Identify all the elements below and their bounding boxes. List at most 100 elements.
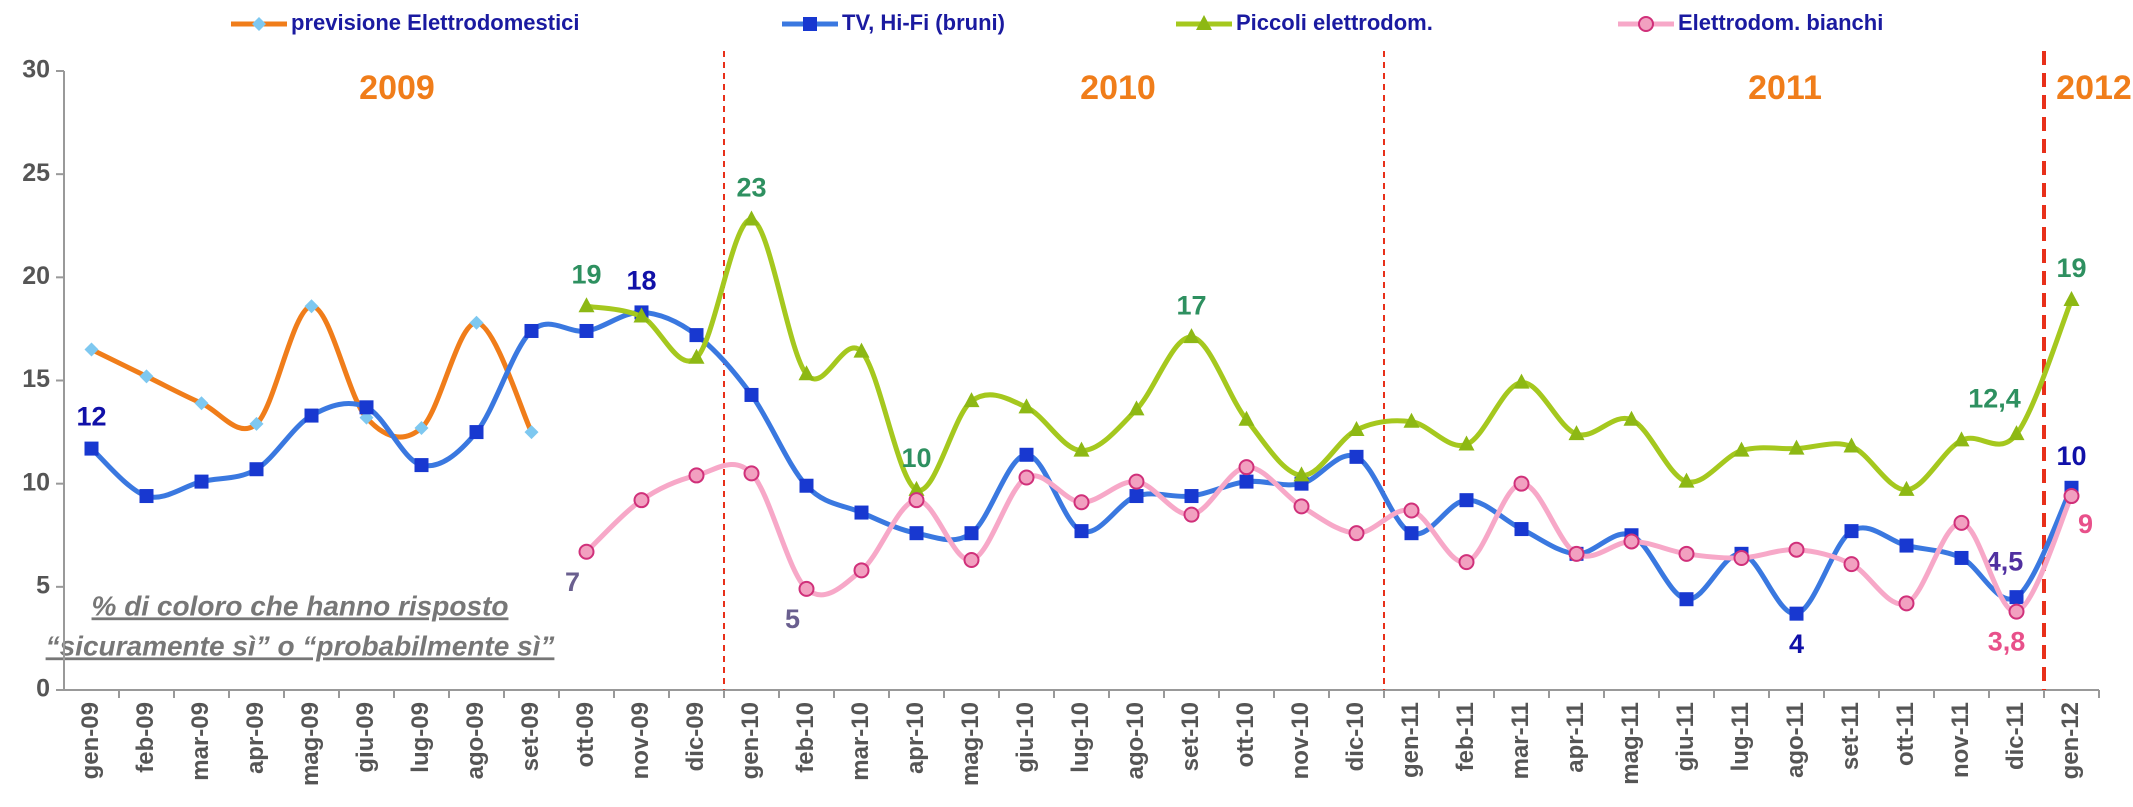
marker	[1349, 449, 1364, 464]
marker	[1623, 533, 1640, 550]
marker	[963, 392, 980, 408]
x-tick-label: giu-11	[1672, 702, 1699, 771]
marker	[579, 323, 594, 338]
x-tick-label: mar-10	[847, 702, 874, 781]
marker	[1954, 550, 1969, 565]
marker	[1733, 549, 1750, 566]
x-tick-label: dic-10	[1342, 702, 1369, 771]
y-tick-label: 20	[22, 262, 50, 290]
value-label: 12,4	[1968, 383, 2021, 413]
marker	[1638, 16, 1654, 32]
x-tick-label: lug-11	[1727, 702, 1754, 771]
marker	[1844, 524, 1859, 539]
marker	[252, 17, 266, 31]
marker	[1678, 472, 1695, 488]
marker	[1678, 545, 1695, 562]
marker	[908, 480, 925, 496]
x-tick-label: ago-11	[1782, 702, 1809, 778]
marker	[1404, 526, 1419, 541]
marker	[1623, 410, 1640, 426]
marker	[139, 489, 154, 504]
marker	[1074, 524, 1089, 539]
marker	[1513, 373, 1530, 389]
marker	[249, 462, 264, 477]
x-tick-label: ago-09	[462, 702, 489, 779]
series-line	[89, 309, 2074, 617]
marker	[2008, 603, 2025, 620]
marker	[1128, 400, 1145, 416]
marker	[1513, 475, 1530, 492]
value-label: 10	[901, 443, 931, 473]
x-tick-label: ott-09	[572, 702, 599, 767]
marker	[1073, 441, 1090, 457]
marker	[1514, 522, 1529, 537]
marker	[1733, 441, 1750, 457]
marker	[139, 369, 154, 384]
marker	[1183, 328, 1200, 344]
marker	[1403, 502, 1420, 519]
marker	[2063, 291, 2080, 307]
y-tick-label: 0	[36, 675, 50, 703]
x-tick-label: gen-11	[1397, 702, 1424, 778]
marker	[1129, 489, 1144, 504]
y-tick-label: 25	[22, 159, 50, 187]
value-label: 17	[1176, 290, 1206, 320]
marker	[524, 323, 539, 338]
x-tick-label: giu-10	[1012, 702, 1039, 773]
marker	[304, 408, 319, 423]
x-tick-label: set-10	[1177, 702, 1204, 771]
marker	[964, 526, 979, 541]
x-tick-label: lug-10	[1067, 702, 1094, 773]
y-tick-label: 30	[22, 56, 50, 84]
marker	[1459, 493, 1474, 508]
marker	[1679, 592, 1694, 607]
marker	[1348, 421, 1365, 437]
marker	[688, 348, 705, 364]
marker	[414, 458, 429, 473]
x-tick-label: apr-11	[1562, 702, 1589, 773]
marker	[2063, 488, 2080, 505]
value-label: 23	[736, 173, 766, 203]
marker	[633, 307, 650, 323]
marker	[469, 315, 484, 330]
marker	[799, 478, 814, 493]
marker	[578, 297, 595, 313]
marker	[2008, 425, 2025, 441]
marker	[1953, 514, 1970, 531]
marker	[908, 492, 925, 509]
x-tick-label: mag-11	[1617, 702, 1644, 785]
marker	[909, 526, 924, 541]
x-tick-label: ago-10	[1122, 702, 1149, 779]
x-tick-label: mar-11	[1507, 702, 1534, 779]
value-label: 5	[785, 604, 800, 634]
x-tick-label: nov-10	[1287, 702, 1314, 779]
marker	[854, 505, 869, 520]
year-label: 2011	[1748, 69, 1822, 107]
marker	[1196, 15, 1212, 30]
x-tick-label: set-11	[1837, 702, 1864, 770]
marker	[1789, 606, 1804, 621]
x-tick-label: feb-09	[132, 702, 159, 773]
marker	[853, 562, 870, 579]
value-label: 12	[76, 402, 106, 432]
marker	[1568, 425, 1585, 441]
value-label: 19	[571, 259, 601, 289]
marker	[1403, 412, 1420, 428]
marker	[304, 299, 319, 314]
marker	[1238, 459, 1255, 476]
marker	[744, 387, 759, 402]
marker	[1458, 435, 1475, 451]
year-label: 2010	[1080, 69, 1156, 107]
x-tick-label: mag-09	[297, 702, 324, 786]
marker	[578, 543, 595, 560]
value-label: 9	[2078, 509, 2093, 539]
legend-label: previsione Elettrodomestici	[291, 10, 580, 35]
x-tick-label: gen-09	[77, 702, 104, 779]
x-tick-label: dic-09	[682, 702, 709, 771]
marker	[803, 17, 817, 31]
value-label: 7	[565, 567, 580, 597]
x-tick-label: gen-12	[2057, 702, 2084, 779]
x-tick-label: ott-11	[1892, 702, 1919, 766]
marker	[84, 342, 99, 357]
